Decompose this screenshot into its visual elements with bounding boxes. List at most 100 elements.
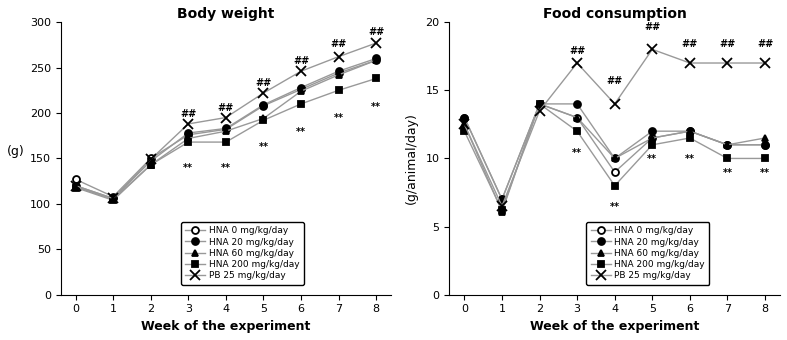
Line: PB 25 mg/kg/day: PB 25 mg/kg/day bbox=[71, 38, 381, 203]
PB 25 mg/kg/day bbox=[221, 116, 231, 120]
HNA 20 mg/kg/day bbox=[460, 116, 469, 120]
Text: **: ** bbox=[572, 148, 582, 157]
HNA 200 mg/kg/day bbox=[722, 156, 732, 160]
HNA 0 mg/kg/day bbox=[648, 136, 657, 140]
Line: HNA 60 mg/kg/day: HNA 60 mg/kg/day bbox=[72, 57, 379, 203]
HNA 20 mg/kg/day bbox=[183, 131, 193, 135]
Line: HNA 0 mg/kg/day: HNA 0 mg/kg/day bbox=[461, 100, 768, 203]
Title: Body weight: Body weight bbox=[177, 7, 275, 21]
Title: Food consumption: Food consumption bbox=[543, 7, 686, 21]
Text: **: ** bbox=[221, 163, 231, 173]
HNA 20 mg/kg/day bbox=[610, 156, 619, 160]
HNA 20 mg/kg/day bbox=[685, 129, 695, 133]
HNA 20 mg/kg/day bbox=[259, 103, 268, 107]
Line: HNA 200 mg/kg/day: HNA 200 mg/kg/day bbox=[72, 75, 379, 204]
Text: **: ** bbox=[334, 113, 344, 123]
PB 25 mg/kg/day bbox=[334, 55, 343, 59]
HNA 60 mg/kg/day bbox=[297, 89, 306, 93]
Legend: HNA 0 mg/kg/day, HNA 20 mg/kg/day, HNA 60 mg/kg/day, HNA 200 mg/kg/day, PB 25 mg: HNA 0 mg/kg/day, HNA 20 mg/kg/day, HNA 6… bbox=[586, 222, 709, 285]
PB 25 mg/kg/day bbox=[497, 204, 507, 208]
PB 25 mg/kg/day bbox=[146, 157, 156, 162]
HNA 20 mg/kg/day bbox=[146, 159, 156, 163]
Line: HNA 20 mg/kg/day: HNA 20 mg/kg/day bbox=[72, 55, 379, 202]
Text: **: ** bbox=[760, 168, 770, 178]
Text: ##: ## bbox=[368, 27, 384, 37]
HNA 60 mg/kg/day bbox=[497, 209, 507, 214]
HNA 60 mg/kg/day bbox=[648, 136, 657, 140]
HNA 20 mg/kg/day bbox=[722, 143, 732, 147]
PB 25 mg/kg/day bbox=[297, 69, 306, 73]
HNA 60 mg/kg/day bbox=[146, 163, 156, 167]
Text: **: ** bbox=[722, 168, 733, 178]
HNA 0 mg/kg/day bbox=[460, 116, 469, 120]
HNA 200 mg/kg/day bbox=[371, 76, 381, 81]
HNA 60 mg/kg/day bbox=[71, 185, 80, 189]
HNA 200 mg/kg/day bbox=[259, 118, 268, 122]
Text: **: ** bbox=[647, 154, 657, 164]
HNA 20 mg/kg/day bbox=[572, 102, 582, 106]
PB 25 mg/kg/day bbox=[685, 61, 695, 65]
Text: ##: ## bbox=[180, 109, 197, 119]
HNA 200 mg/kg/day bbox=[497, 208, 507, 212]
Text: ##: ## bbox=[293, 56, 309, 66]
HNA 0 mg/kg/day bbox=[535, 102, 545, 106]
PB 25 mg/kg/day bbox=[183, 122, 193, 126]
HNA 200 mg/kg/day bbox=[610, 184, 619, 188]
HNA 60 mg/kg/day bbox=[183, 136, 193, 140]
Text: ##: ## bbox=[607, 76, 623, 86]
HNA 200 mg/kg/day bbox=[685, 136, 695, 140]
HNA 0 mg/kg/day bbox=[183, 133, 193, 137]
HNA 20 mg/kg/day bbox=[297, 86, 306, 90]
Text: **: ** bbox=[685, 154, 695, 164]
HNA 200 mg/kg/day bbox=[71, 186, 80, 190]
HNA 0 mg/kg/day bbox=[610, 170, 619, 174]
Line: HNA 0 mg/kg/day: HNA 0 mg/kg/day bbox=[72, 57, 379, 200]
HNA 0 mg/kg/day bbox=[685, 129, 695, 133]
Text: **: ** bbox=[610, 202, 619, 212]
PB 25 mg/kg/day bbox=[71, 184, 80, 188]
HNA 200 mg/kg/day bbox=[760, 156, 770, 160]
PB 25 mg/kg/day bbox=[722, 61, 732, 65]
HNA 200 mg/kg/day bbox=[460, 129, 469, 133]
HNA 200 mg/kg/day bbox=[648, 143, 657, 147]
HNA 0 mg/kg/day bbox=[371, 58, 381, 62]
HNA 60 mg/kg/day bbox=[109, 197, 118, 201]
PB 25 mg/kg/day bbox=[648, 47, 657, 51]
HNA 60 mg/kg/day bbox=[760, 136, 770, 140]
PB 25 mg/kg/day bbox=[259, 91, 268, 95]
Line: HNA 60 mg/kg/day: HNA 60 mg/kg/day bbox=[461, 100, 768, 215]
PB 25 mg/kg/day bbox=[460, 122, 469, 126]
HNA 0 mg/kg/day bbox=[760, 143, 770, 147]
Text: **: ** bbox=[371, 102, 381, 112]
HNA 60 mg/kg/day bbox=[334, 73, 343, 77]
HNA 20 mg/kg/day bbox=[371, 56, 381, 61]
HNA 20 mg/kg/day bbox=[334, 69, 343, 73]
HNA 60 mg/kg/day bbox=[221, 129, 231, 133]
HNA 200 mg/kg/day bbox=[334, 88, 343, 92]
HNA 200 mg/kg/day bbox=[297, 102, 306, 106]
PB 25 mg/kg/day bbox=[610, 102, 619, 106]
HNA 0 mg/kg/day bbox=[221, 127, 231, 131]
Legend: HNA 0 mg/kg/day, HNA 20 mg/kg/day, HNA 60 mg/kg/day, HNA 200 mg/kg/day, PB 25 mg: HNA 0 mg/kg/day, HNA 20 mg/kg/day, HNA 6… bbox=[181, 222, 304, 285]
HNA 20 mg/kg/day bbox=[760, 143, 770, 147]
Text: ##: ## bbox=[645, 22, 660, 32]
HNA 0 mg/kg/day bbox=[572, 116, 582, 120]
Text: ##: ## bbox=[719, 39, 736, 49]
HNA 20 mg/kg/day bbox=[109, 197, 118, 201]
PB 25 mg/kg/day bbox=[371, 41, 381, 45]
HNA 60 mg/kg/day bbox=[610, 156, 619, 160]
Text: ##: ## bbox=[757, 39, 773, 49]
HNA 20 mg/kg/day bbox=[497, 197, 507, 201]
PB 25 mg/kg/day bbox=[535, 109, 545, 113]
HNA 200 mg/kg/day bbox=[535, 102, 545, 106]
Text: ##: ## bbox=[218, 103, 234, 113]
Y-axis label: (g/animal/day): (g/animal/day) bbox=[405, 113, 418, 204]
Text: ##: ## bbox=[682, 39, 698, 49]
X-axis label: Week of the experiment: Week of the experiment bbox=[530, 320, 700, 333]
Text: **: ** bbox=[258, 142, 268, 152]
Text: **: ** bbox=[296, 126, 306, 137]
HNA 60 mg/kg/day bbox=[535, 102, 545, 106]
HNA 200 mg/kg/day bbox=[146, 163, 156, 167]
PB 25 mg/kg/day bbox=[760, 61, 770, 65]
HNA 200 mg/kg/day bbox=[572, 129, 582, 133]
